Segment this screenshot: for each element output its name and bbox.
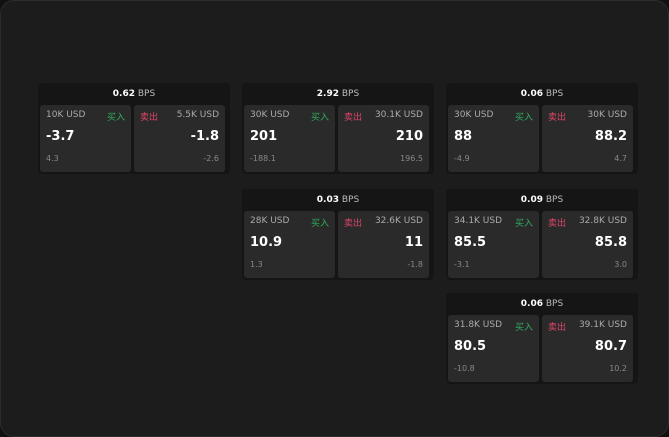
bid-size: 10K USD	[46, 110, 86, 120]
ask-size: 32.8K USD	[578, 216, 627, 226]
spread-unit: BPS	[341, 195, 360, 205]
bid-price: 88	[454, 129, 473, 144]
ask-change: 196.5	[400, 154, 423, 163]
quote-card: 0.06 BPS 31.8K USD 买入 80.5 -10.8 卖出 39.1K …	[446, 293, 638, 384]
buy-label: 买入	[514, 323, 533, 333]
bid-change: -4.9	[454, 154, 470, 163]
spread-value: 0.09	[520, 195, 543, 205]
spread-value: 0.06	[520, 299, 543, 309]
ask-change: 10.2	[609, 364, 627, 373]
spread-unit: BPS	[137, 89, 156, 99]
bid-price: -3.7	[46, 129, 75, 144]
sell-cell[interactable]: 卖出 5.5K USD -1.8 -2.6	[134, 105, 225, 172]
sell-label: 卖出	[548, 113, 567, 123]
bid-price: 10.9	[250, 235, 283, 250]
bid-price: 85.5	[454, 235, 487, 250]
bid-size: 34.1K USD	[454, 216, 503, 226]
spread-header: 0.09 BPS	[446, 189, 638, 211]
bid-price: 80.5	[454, 339, 487, 354]
ask-price: 88.2	[594, 129, 627, 144]
buy-label: 买入	[514, 219, 533, 229]
quote-card: 0.09 BPS 34.1K USD 买入 85.5 -3.1 卖出 32.8K U…	[446, 189, 638, 280]
ask-change: -1.8	[407, 260, 423, 269]
bid-change: -188.1	[250, 154, 276, 163]
spread-header: 0.06 BPS	[446, 293, 638, 315]
spread-unit: BPS	[545, 195, 564, 205]
spread-header: 0.62 BPS	[38, 83, 230, 105]
spread-value: 0.62	[112, 89, 135, 99]
buy-cell[interactable]: 34.1K USD 买入 85.5 -3.1	[448, 211, 539, 278]
spread-unit: BPS	[545, 299, 564, 309]
sell-label: 卖出	[344, 113, 363, 123]
ask-price: 210	[395, 129, 423, 144]
buy-cell[interactable]: 10K USD 买入 -3.7 4.3	[40, 105, 131, 172]
buy-cell[interactable]: 31.8K USD 买入 80.5 -10.8	[448, 315, 539, 382]
ask-size: 5.5K USD	[176, 110, 219, 120]
buy-cell[interactable]: 30K USD 买入 201 -188.1	[244, 105, 335, 172]
bid-price: 201	[250, 129, 278, 144]
ask-size: 39.1K USD	[578, 320, 627, 330]
spread-header: 2.92 BPS	[242, 83, 434, 105]
buy-cell[interactable]: 28K USD 买入 10.9 1.3	[244, 211, 335, 278]
spread-unit: BPS	[341, 89, 360, 99]
sell-label: 卖出	[548, 219, 567, 229]
quote-card: 0.62 BPS 10K USD 买入 -3.7 4.3 卖出 5.5K USD -…	[38, 83, 230, 174]
buy-cell[interactable]: 30K USD 买入 88 -4.9	[448, 105, 539, 172]
spread-unit: BPS	[545, 89, 564, 99]
bid-size: 30K USD	[454, 110, 494, 120]
quote-card: 0.03 BPS 28K USD 买入 10.9 1.3 卖出 32.6K USD …	[242, 189, 434, 280]
sell-cell[interactable]: 卖出 32.8K USD 85.8 3.0	[542, 211, 633, 278]
buy-label: 买入	[514, 113, 533, 123]
bid-change: -3.1	[454, 260, 470, 269]
quote-card: 2.92 BPS 30K USD 买入 201 -188.1 卖出 30.1K US…	[242, 83, 434, 174]
spread-value: 0.06	[520, 89, 543, 99]
buy-label: 买入	[106, 113, 125, 123]
bid-size: 28K USD	[250, 216, 290, 226]
bid-change: 4.3	[46, 154, 59, 163]
ask-price: 80.7	[594, 339, 627, 354]
ask-size: 30.1K USD	[374, 110, 423, 120]
buy-label: 买入	[310, 219, 329, 229]
sell-cell[interactable]: 卖出 32.6K USD 11 -1.8	[338, 211, 429, 278]
ask-size: 30K USD	[587, 110, 627, 120]
sell-cell[interactable]: 卖出 30.1K USD 210 196.5	[338, 105, 429, 172]
sell-label: 卖出	[548, 323, 567, 333]
spread-header: 0.03 BPS	[242, 189, 434, 211]
sell-label: 卖出	[344, 219, 363, 229]
sell-cell[interactable]: 卖出 39.1K USD 80.7 10.2	[542, 315, 633, 382]
ask-price: -1.8	[190, 129, 219, 144]
sell-label: 卖出	[140, 113, 159, 123]
ask-change: 3.0	[614, 260, 627, 269]
buy-label: 买入	[310, 113, 329, 123]
bid-size: 30K USD	[250, 110, 290, 120]
ask-price: 11	[404, 235, 423, 250]
sell-cell[interactable]: 卖出 30K USD 88.2 4.7	[542, 105, 633, 172]
bid-change: 1.3	[250, 260, 263, 269]
ask-change: 4.7	[614, 154, 627, 163]
quote-card: 0.06 BPS 30K USD 买入 88 -4.9 卖出 30K USD 88.…	[446, 83, 638, 174]
ask-size: 32.6K USD	[374, 216, 423, 226]
ask-change: -2.6	[203, 154, 219, 163]
spread-value: 2.92	[316, 89, 339, 99]
bid-size: 31.8K USD	[454, 320, 503, 330]
bid-change: -10.8	[454, 364, 475, 373]
spread-value: 0.03	[316, 195, 339, 205]
ask-price: 85.8	[594, 235, 627, 250]
spread-header: 0.06 BPS	[446, 83, 638, 105]
